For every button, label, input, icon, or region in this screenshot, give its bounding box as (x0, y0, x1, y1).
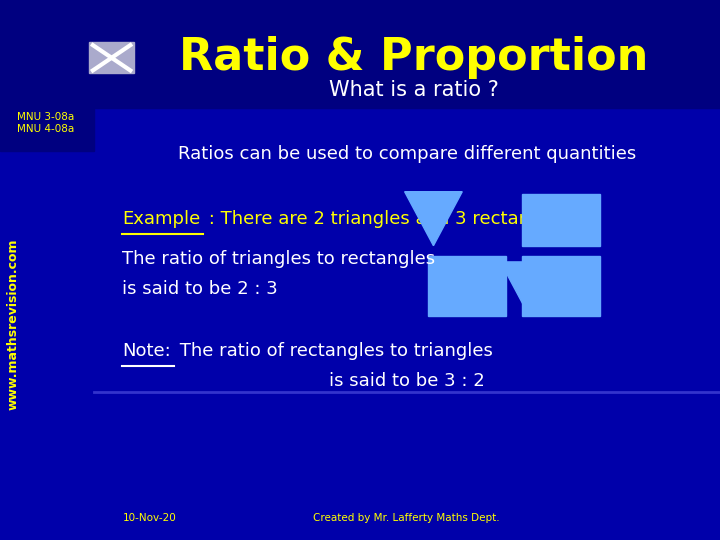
Bar (428, 256, 506, 316)
Text: www.mathsrevision.com: www.mathsrevision.com (6, 238, 19, 410)
Text: : There are 2 triangles and 3 rectangles.: : There are 2 triangles and 3 rectangles… (203, 210, 573, 228)
Text: is said to be 3 : 2: is said to be 3 : 2 (329, 372, 485, 390)
Text: What is a ratio ?: What is a ratio ? (329, 80, 499, 100)
Text: Created by Mr. Lafferty Maths Dept.: Created by Mr. Lafferty Maths Dept. (313, 514, 500, 523)
Text: Note:: Note: (122, 342, 171, 360)
Text: 10-Nov-20: 10-Nov-20 (122, 514, 176, 523)
Text: The ratio of triangles to rectangles: The ratio of triangles to rectangles (122, 250, 436, 268)
Bar (0, 100, 94, 151)
Text: Ratio & Proportion: Ratio & Proportion (179, 36, 649, 79)
Text: Ratios can be used to compare different quantities: Ratios can be used to compare different … (178, 145, 636, 163)
Bar (89, 42, 134, 73)
Text: The ratio of rectangles to triangles: The ratio of rectangles to triangles (174, 342, 493, 360)
Text: is said to be 2 : 3: is said to be 2 : 3 (122, 280, 278, 298)
Bar (522, 256, 600, 316)
Text: MNU 3-08a
MNU 4-08a: MNU 3-08a MNU 4-08a (17, 112, 74, 134)
Bar (522, 194, 600, 246)
Polygon shape (405, 192, 462, 246)
Bar (0, 0, 720, 108)
Text: Example: Example (122, 210, 201, 228)
Polygon shape (500, 262, 558, 316)
